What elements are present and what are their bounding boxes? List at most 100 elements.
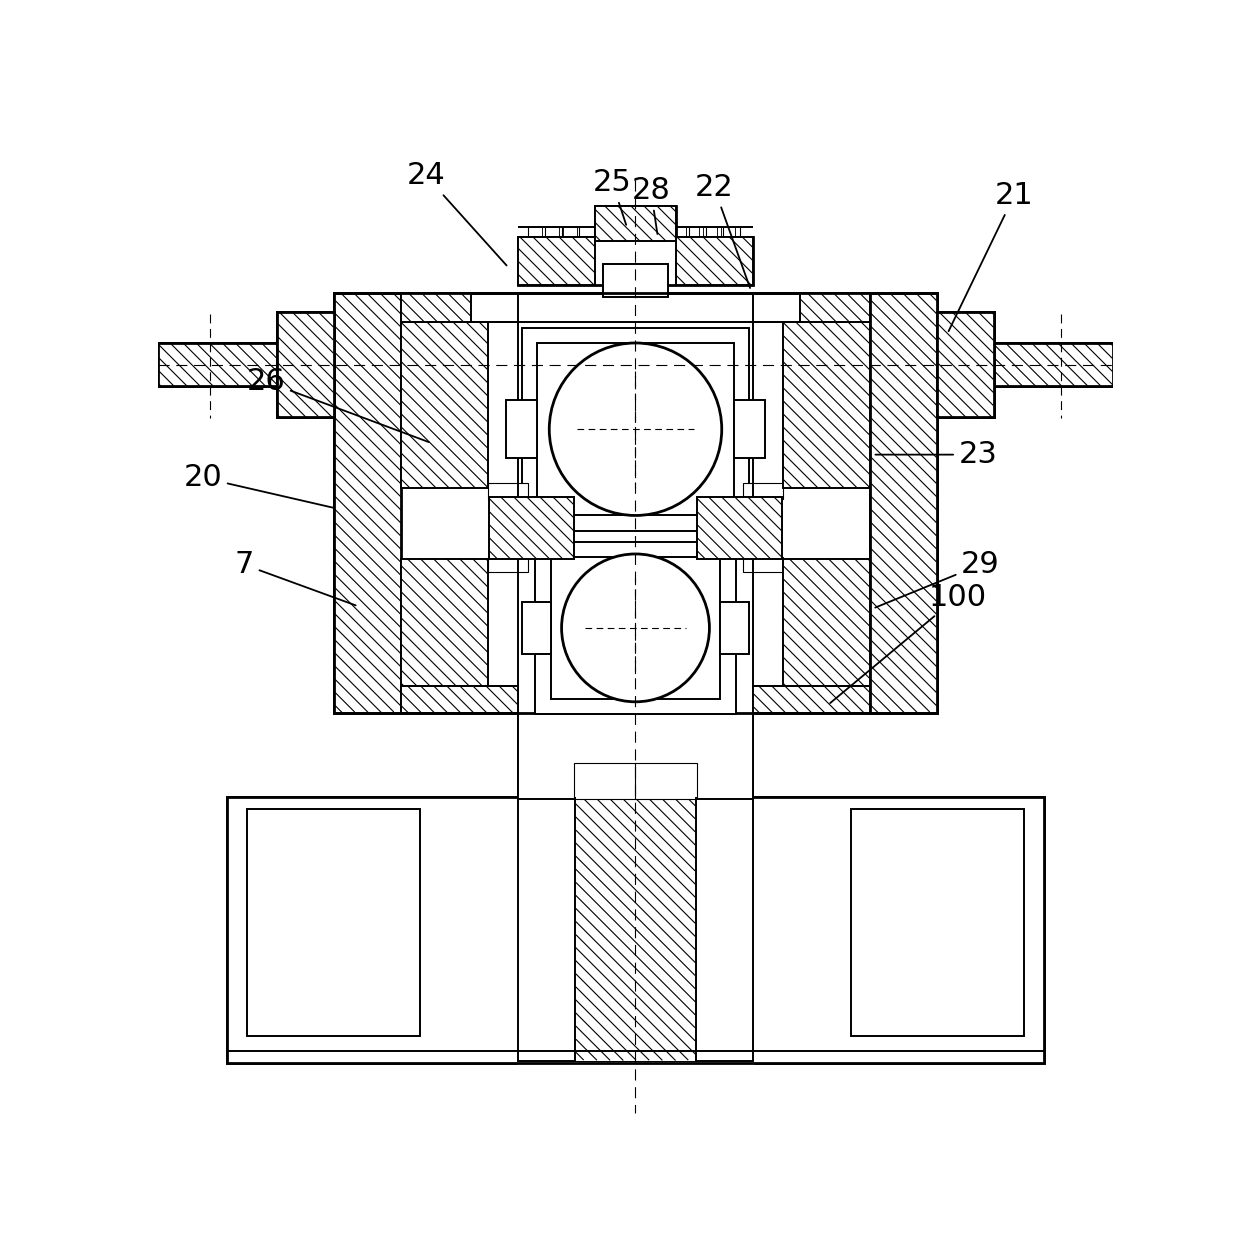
Polygon shape xyxy=(227,798,516,1063)
Bar xyxy=(937,312,993,416)
Bar xyxy=(402,497,869,558)
Polygon shape xyxy=(159,344,278,386)
Polygon shape xyxy=(402,558,487,686)
Bar xyxy=(546,227,559,241)
Polygon shape xyxy=(490,497,575,558)
Polygon shape xyxy=(518,237,595,285)
Polygon shape xyxy=(753,686,869,712)
Text: 100: 100 xyxy=(830,583,987,703)
Polygon shape xyxy=(402,558,487,712)
Bar xyxy=(522,327,749,530)
Bar xyxy=(334,293,937,712)
Bar xyxy=(734,400,765,459)
Text: 7: 7 xyxy=(234,551,356,606)
Bar xyxy=(563,227,577,241)
Polygon shape xyxy=(635,712,753,799)
Text: 20: 20 xyxy=(184,463,334,508)
Polygon shape xyxy=(402,322,487,488)
Bar xyxy=(686,227,699,241)
Text: 21: 21 xyxy=(949,181,1034,331)
Text: 26: 26 xyxy=(247,367,429,443)
Text: 23: 23 xyxy=(875,440,998,469)
Bar xyxy=(518,237,753,285)
Polygon shape xyxy=(869,293,937,712)
Text: 24: 24 xyxy=(407,162,507,266)
Polygon shape xyxy=(676,237,753,285)
Bar xyxy=(993,357,1055,372)
Bar xyxy=(616,227,630,241)
Bar xyxy=(743,557,784,572)
Bar xyxy=(651,227,665,241)
Polygon shape xyxy=(697,497,781,558)
Polygon shape xyxy=(672,237,753,285)
Polygon shape xyxy=(595,206,676,241)
Bar xyxy=(522,602,551,655)
Polygon shape xyxy=(402,293,471,322)
Polygon shape xyxy=(402,322,487,488)
Bar xyxy=(993,344,1112,386)
Polygon shape xyxy=(937,312,993,416)
Polygon shape xyxy=(635,798,753,1061)
Bar xyxy=(599,227,613,241)
Bar xyxy=(720,602,749,655)
Polygon shape xyxy=(595,206,676,241)
Text: 29: 29 xyxy=(875,551,999,608)
Polygon shape xyxy=(784,558,869,712)
Bar xyxy=(537,344,734,515)
Polygon shape xyxy=(993,344,1112,386)
Bar xyxy=(536,542,735,714)
Polygon shape xyxy=(869,293,937,712)
Polygon shape xyxy=(800,293,869,322)
Bar xyxy=(487,483,528,499)
Polygon shape xyxy=(278,312,334,416)
Bar xyxy=(551,557,720,698)
Circle shape xyxy=(562,554,709,702)
Bar xyxy=(402,293,869,712)
Polygon shape xyxy=(490,497,574,558)
Polygon shape xyxy=(518,798,635,1061)
Bar xyxy=(278,312,334,416)
Polygon shape xyxy=(518,237,599,285)
Polygon shape xyxy=(402,686,518,712)
Bar xyxy=(574,762,635,799)
Bar xyxy=(528,227,542,241)
Polygon shape xyxy=(575,798,696,1061)
Polygon shape xyxy=(753,686,869,712)
Bar xyxy=(518,798,753,1061)
Bar xyxy=(227,798,1044,1063)
Bar xyxy=(487,557,528,572)
Polygon shape xyxy=(334,293,402,712)
Bar xyxy=(743,483,784,499)
Text: 22: 22 xyxy=(694,173,750,288)
Polygon shape xyxy=(696,497,781,558)
Polygon shape xyxy=(402,686,518,712)
Bar xyxy=(635,762,697,799)
Circle shape xyxy=(549,344,722,515)
Polygon shape xyxy=(159,344,278,386)
Bar xyxy=(506,400,537,459)
Polygon shape xyxy=(784,558,869,686)
Polygon shape xyxy=(784,322,869,488)
Polygon shape xyxy=(800,293,869,322)
Polygon shape xyxy=(278,312,334,416)
Text: 25: 25 xyxy=(593,168,631,224)
Polygon shape xyxy=(402,293,471,322)
Polygon shape xyxy=(755,798,1044,1063)
Polygon shape xyxy=(334,293,402,712)
Bar xyxy=(518,712,753,799)
Polygon shape xyxy=(993,344,1112,386)
Bar xyxy=(595,206,676,238)
Text: 28: 28 xyxy=(631,176,671,234)
Bar xyxy=(851,809,1024,1036)
Bar xyxy=(603,265,668,297)
Polygon shape xyxy=(937,312,993,416)
Bar xyxy=(159,344,278,386)
Bar xyxy=(703,227,717,241)
Polygon shape xyxy=(784,322,869,488)
Polygon shape xyxy=(518,712,635,799)
Bar xyxy=(402,293,869,712)
Bar xyxy=(216,357,278,372)
Bar xyxy=(247,809,420,1036)
Bar xyxy=(599,507,672,637)
Bar xyxy=(720,227,735,241)
